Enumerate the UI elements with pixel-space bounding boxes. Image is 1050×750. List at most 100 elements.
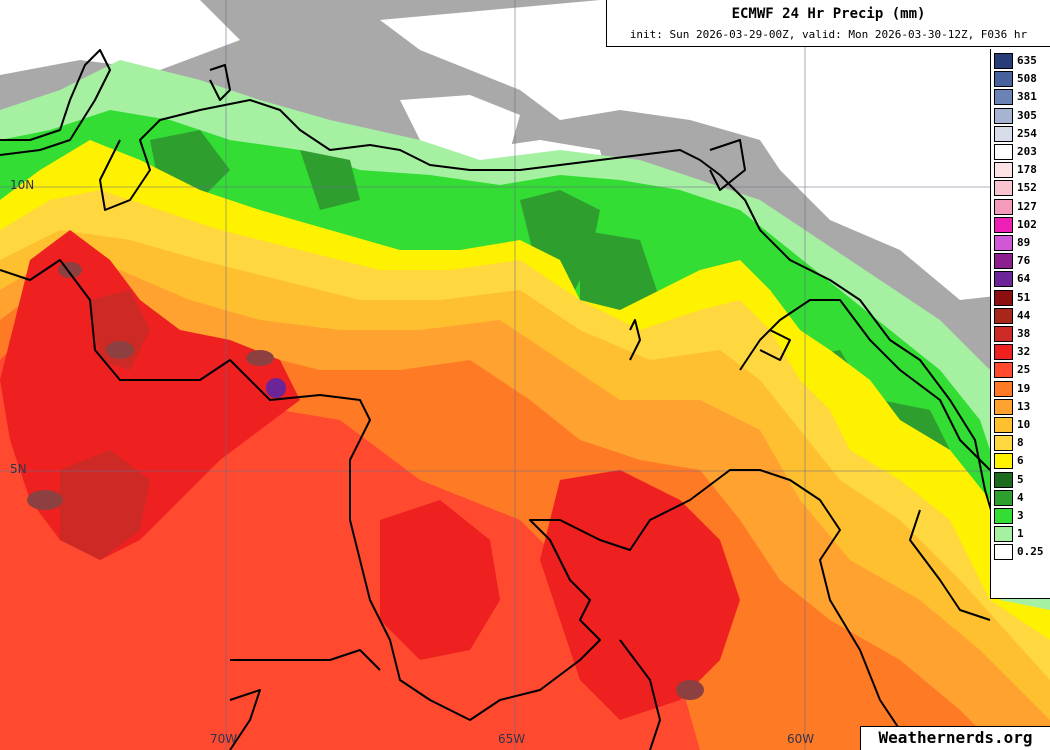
- legend-swatch: [994, 253, 1013, 270]
- map-subtitle: init: Sun 2026-03-29-00Z, valid: Mon 202…: [629, 28, 1028, 41]
- legend-label: 152: [1017, 181, 1037, 195]
- legend-entry: 1: [991, 525, 1050, 543]
- legend-swatch: [994, 508, 1013, 524]
- legend-entry: 6: [991, 452, 1050, 470]
- legend-entry: 76: [991, 252, 1050, 270]
- legend-swatch: [994, 544, 1013, 561]
- country-border: [619, 639, 661, 750]
- legend-entry: 127: [991, 198, 1050, 216]
- legend-swatch: [994, 289, 1013, 306]
- island-outline: [209, 64, 231, 101]
- legend-swatch: [994, 198, 1013, 215]
- legend-swatch: [994, 362, 1013, 379]
- country-border: [759, 329, 791, 361]
- legend-label: 38: [1017, 327, 1031, 340]
- legend-label: 5: [1017, 472, 1024, 486]
- legend-label: 8: [1017, 436, 1024, 450]
- legend-label: 254: [1017, 126, 1037, 140]
- country-border: [909, 509, 991, 621]
- lat-label-5n: 5N: [10, 462, 27, 476]
- legend-entry: 5: [991, 471, 1050, 489]
- lat-label-10n: 10N: [10, 178, 35, 192]
- legend-label: 76: [1017, 254, 1031, 268]
- legend-label: 305: [1017, 108, 1037, 122]
- precip-38mm: [90, 290, 150, 370]
- legend-label: 10: [1017, 418, 1031, 431]
- legend-swatch: [994, 107, 1013, 124]
- legend-label: 127: [1017, 199, 1037, 213]
- legend-swatch: [994, 453, 1013, 470]
- legend-swatch: [994, 435, 1013, 452]
- legend-swatch: [994, 471, 1013, 488]
- legend-swatch: [994, 380, 1013, 397]
- legend-label: 1: [1017, 527, 1024, 541]
- legend-entry: 13: [991, 398, 1050, 416]
- precip-32mm: [540, 470, 740, 720]
- lake-outline: [629, 319, 641, 361]
- legend-entry: 89: [991, 234, 1050, 252]
- precip-51mm: [246, 350, 274, 366]
- precip-64mm: [266, 378, 286, 398]
- country-border: [230, 649, 381, 671]
- lon-label-70w: 70W: [210, 732, 238, 746]
- precip-32mm: [380, 500, 500, 660]
- legend-label: 0.25: [1017, 545, 1044, 559]
- legend-entry: 508: [991, 70, 1050, 88]
- legend-entry: 25: [991, 361, 1050, 379]
- map-title: ECMWF 24 Hr Precip (mm): [731, 6, 926, 22]
- legend-swatch: [994, 216, 1013, 233]
- legend-entry: 635: [991, 52, 1050, 70]
- legend-swatch: [994, 180, 1013, 197]
- precip-51mm: [676, 680, 704, 700]
- coastline: [99, 99, 1050, 561]
- legend-label: 381: [1017, 90, 1037, 104]
- legend-entry: 10: [991, 416, 1050, 434]
- legend-swatch: [994, 144, 1013, 160]
- legend-swatch: [994, 526, 1013, 543]
- legend-label: 89: [1017, 236, 1031, 249]
- precip-51mm: [27, 490, 63, 510]
- legend-entry: 254: [991, 125, 1050, 143]
- legend-entry: 381: [991, 88, 1050, 106]
- legend-swatch: [994, 162, 1013, 179]
- legend-entry: 19: [991, 380, 1050, 398]
- legend-label: 64: [1017, 272, 1031, 286]
- precip-4mm: [300, 150, 360, 210]
- legend-label: 51: [1017, 290, 1031, 304]
- legend-label: 4: [1017, 490, 1024, 504]
- legend-entry: 51: [991, 289, 1050, 307]
- legend-label: 178: [1017, 163, 1037, 177]
- legend-entry: 32: [991, 343, 1050, 361]
- legend-entry: 44: [991, 307, 1050, 325]
- brand-watermark: Weathernerds.org: [860, 726, 1050, 750]
- legend-label: 203: [1017, 145, 1037, 158]
- color-legend: 635 508 381 305 254 203 178 152 127 102 89 76 64 51 44…: [990, 49, 1050, 599]
- legend-entry: 0.25: [991, 543, 1050, 561]
- legend-swatch: [994, 53, 1013, 69]
- legend-label: 19: [1017, 381, 1031, 395]
- legend-swatch: [994, 417, 1013, 433]
- legend-swatch: [994, 271, 1013, 288]
- legend-entry: 152: [991, 179, 1050, 197]
- legend-entry: 3: [991, 507, 1050, 525]
- lon-label-60w: 60W: [787, 732, 815, 746]
- coastlines-and-borders: [0, 49, 1050, 750]
- legend-label: 44: [1017, 308, 1031, 322]
- precip-51mm: [58, 262, 82, 278]
- island-outline: [709, 139, 746, 191]
- legend-swatch: [994, 89, 1013, 106]
- coastline: [0, 49, 111, 156]
- country-border: [229, 689, 261, 750]
- dry-region: [380, 0, 1050, 300]
- title-box: ECMWF 24 Hr Precip (mm) init: Sun 2026-0…: [606, 0, 1050, 47]
- legend-entry: 203: [991, 143, 1050, 161]
- legend-label: 25: [1017, 363, 1031, 377]
- legend-label: 32: [1017, 345, 1031, 359]
- legend-swatch: [994, 307, 1013, 324]
- legend-swatch: [994, 344, 1013, 361]
- legend-label: 635: [1017, 54, 1037, 67]
- legend-label: 508: [1017, 72, 1037, 86]
